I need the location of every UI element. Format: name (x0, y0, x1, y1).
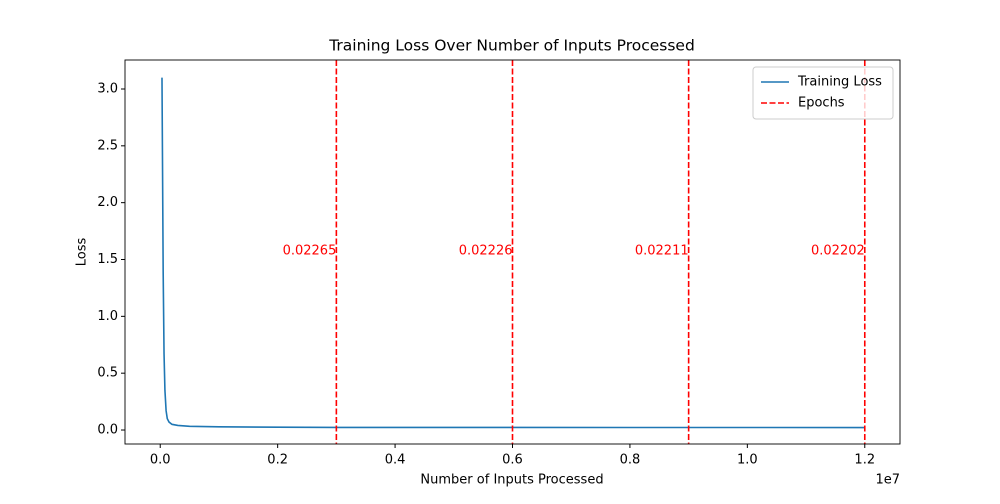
x-tick-label: 0.4 (385, 453, 406, 468)
legend-label: Epochs (798, 96, 845, 111)
y-tick-label: 1.5 (97, 252, 118, 267)
y-tick-label: 3.0 (97, 81, 118, 96)
legend-label: Training Loss (797, 75, 882, 90)
y-tick-label: 2.5 (97, 138, 118, 153)
legend-box (752, 66, 894, 120)
epoch-label: 0.02202 (811, 244, 865, 259)
y-tick-label: 1.0 (97, 309, 118, 324)
x-offset-label: 1e7 (875, 473, 900, 488)
x-tick-label: 1.2 (854, 453, 875, 468)
y-axis-label: Loss (75, 238, 90, 267)
loss-line (161, 77, 865, 429)
chart-title: Training Loss Over Number of Inputs Proc… (328, 37, 695, 55)
x-axis-label: Number of Inputs Processed (420, 473, 603, 488)
epoch-label: 0.02265 (283, 244, 337, 259)
y-tick-label: 2.0 (97, 195, 118, 210)
epoch-label: 0.02211 (635, 244, 689, 259)
x-tick-label: 0.8 (620, 453, 641, 468)
x-tick-label: 0.6 (502, 453, 523, 468)
x-tick-label: 1.0 (737, 453, 758, 468)
axes-frame (124, 59, 901, 445)
x-tick-label: 0.0 (150, 453, 171, 468)
y-tick-label: 0.5 (97, 366, 118, 381)
x-tick-label: 0.2 (267, 453, 288, 468)
epoch-label: 0.02226 (459, 244, 513, 259)
y-tick-label: 0.0 (97, 423, 118, 438)
